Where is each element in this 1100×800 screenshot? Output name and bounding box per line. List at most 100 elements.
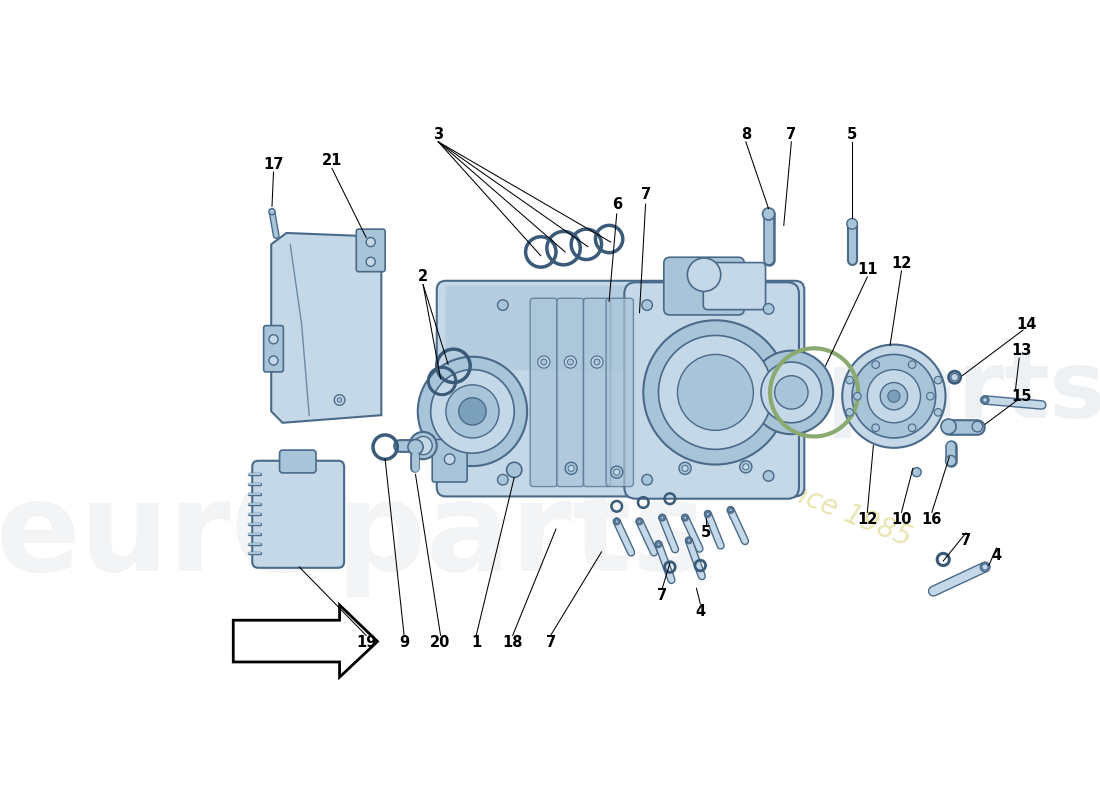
Circle shape (538, 356, 550, 368)
Circle shape (641, 474, 652, 485)
Circle shape (568, 466, 574, 471)
Circle shape (846, 409, 854, 416)
Circle shape (431, 370, 514, 453)
Text: 4: 4 (695, 603, 705, 618)
FancyBboxPatch shape (264, 326, 284, 372)
Circle shape (926, 393, 934, 400)
Circle shape (867, 370, 921, 422)
Circle shape (852, 354, 936, 438)
Circle shape (846, 376, 854, 384)
Text: 5: 5 (847, 126, 857, 142)
Circle shape (338, 398, 342, 402)
Circle shape (659, 335, 772, 450)
Text: 7: 7 (657, 589, 668, 603)
Circle shape (727, 507, 734, 513)
Circle shape (661, 516, 663, 519)
Circle shape (981, 396, 989, 404)
Circle shape (739, 461, 752, 473)
FancyBboxPatch shape (279, 450, 316, 473)
Circle shape (980, 562, 990, 572)
Circle shape (763, 303, 774, 314)
Circle shape (610, 466, 623, 478)
Circle shape (742, 464, 749, 470)
Text: 12: 12 (857, 513, 878, 527)
Circle shape (683, 516, 686, 519)
Circle shape (418, 357, 527, 466)
Text: 5: 5 (701, 526, 712, 540)
Circle shape (268, 209, 275, 214)
Circle shape (909, 424, 916, 431)
Text: 6: 6 (612, 198, 621, 212)
Circle shape (268, 334, 278, 344)
Text: a passion for parts since 1985: a passion for parts since 1985 (516, 369, 915, 552)
Circle shape (444, 454, 455, 465)
Circle shape (659, 514, 666, 521)
FancyBboxPatch shape (606, 298, 634, 486)
Circle shape (854, 393, 861, 400)
Text: 17: 17 (263, 157, 284, 172)
Circle shape (912, 467, 921, 477)
Circle shape (872, 424, 879, 431)
Circle shape (678, 354, 754, 430)
Circle shape (982, 564, 988, 570)
Circle shape (847, 218, 857, 229)
Text: 7: 7 (961, 533, 971, 548)
FancyBboxPatch shape (530, 298, 558, 486)
Text: 7: 7 (786, 126, 796, 142)
Circle shape (940, 419, 956, 434)
Circle shape (774, 376, 808, 409)
FancyBboxPatch shape (703, 262, 766, 310)
Circle shape (880, 382, 907, 410)
Polygon shape (233, 605, 377, 677)
Text: 10: 10 (891, 513, 912, 527)
Circle shape (637, 518, 642, 525)
Circle shape (705, 511, 711, 517)
FancyBboxPatch shape (437, 281, 804, 497)
Text: 7: 7 (546, 635, 556, 650)
Text: 3: 3 (433, 126, 443, 142)
Circle shape (688, 258, 720, 291)
Circle shape (366, 238, 375, 246)
Circle shape (446, 385, 499, 438)
Circle shape (682, 466, 689, 471)
Circle shape (688, 539, 691, 542)
Text: 9: 9 (399, 635, 409, 650)
Circle shape (763, 470, 774, 482)
Text: eurOparts: eurOparts (568, 346, 1100, 438)
Circle shape (843, 345, 946, 448)
FancyBboxPatch shape (432, 439, 468, 482)
FancyBboxPatch shape (663, 258, 745, 315)
Text: 20: 20 (430, 635, 451, 650)
Circle shape (497, 300, 508, 310)
Circle shape (972, 422, 982, 432)
Circle shape (644, 320, 788, 465)
Text: 7: 7 (640, 187, 650, 202)
Circle shape (591, 356, 603, 368)
FancyBboxPatch shape (583, 298, 610, 486)
FancyBboxPatch shape (625, 282, 799, 498)
Circle shape (982, 398, 988, 402)
Circle shape (459, 398, 486, 425)
Circle shape (934, 376, 942, 384)
Circle shape (679, 462, 691, 474)
Circle shape (497, 474, 508, 485)
Text: 11: 11 (857, 262, 878, 277)
Text: 4: 4 (991, 548, 1001, 563)
Circle shape (888, 390, 900, 402)
Circle shape (615, 520, 618, 523)
Circle shape (749, 350, 833, 434)
Circle shape (507, 462, 521, 478)
Circle shape (409, 432, 437, 459)
Circle shape (761, 362, 822, 422)
Text: 16: 16 (922, 513, 942, 527)
Circle shape (594, 359, 600, 365)
Text: eurOparts: eurOparts (0, 476, 706, 597)
Circle shape (614, 518, 619, 525)
Text: 2: 2 (418, 270, 428, 285)
Circle shape (638, 520, 641, 523)
FancyBboxPatch shape (356, 229, 385, 272)
Circle shape (685, 538, 692, 543)
Text: 19: 19 (356, 635, 376, 650)
Circle shape (706, 512, 710, 515)
Text: 14: 14 (1016, 317, 1037, 331)
